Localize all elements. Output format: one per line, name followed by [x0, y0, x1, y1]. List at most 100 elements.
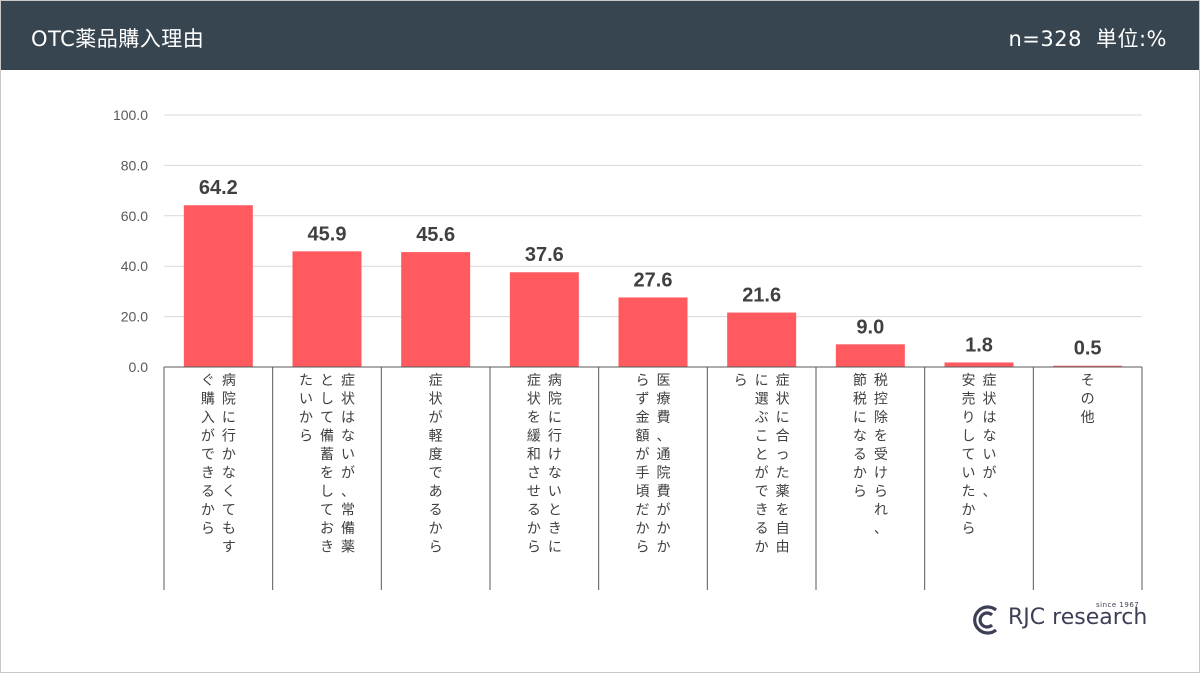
bar — [401, 252, 471, 367]
category-label-char: し — [320, 392, 334, 408]
category-label-char: な — [983, 429, 997, 445]
category-label-char: か — [853, 466, 867, 482]
category-label-char: き — [201, 466, 215, 482]
category-label-char: か — [657, 540, 671, 556]
category-label-char: っ — [776, 447, 790, 463]
category-label-char: を — [776, 503, 790, 519]
category-label-char: 院 — [657, 466, 671, 482]
category-label-char: を — [527, 410, 541, 426]
data-label: 27.6 — [634, 269, 673, 291]
category-label-char: り — [962, 410, 976, 426]
category-label-char: ら — [527, 540, 541, 556]
data-label: 45.9 — [308, 223, 347, 245]
category-label-char: が — [657, 503, 671, 519]
bar — [944, 362, 1014, 367]
category-label-char: 蓄 — [320, 447, 334, 463]
category-label-char: い — [962, 466, 976, 482]
data-label: 45.6 — [416, 224, 455, 246]
category-label-char: 薬 — [776, 484, 790, 500]
bar — [835, 344, 905, 367]
category-label-char: 症 — [341, 373, 355, 389]
category-label-char: 症 — [776, 373, 790, 389]
category-label-char: 費 — [657, 484, 671, 500]
category-label-char: に — [222, 410, 236, 426]
category-label-char: き — [320, 540, 334, 556]
category-label-char: る — [429, 503, 443, 519]
category-label-char: 合 — [776, 429, 790, 445]
category-label-char: で — [201, 447, 215, 463]
unit-label: 単位:% — [1095, 27, 1167, 51]
category-label-char: 常 — [341, 503, 355, 519]
category-label-char: 療 — [657, 391, 671, 408]
sample-size: n=328 — [1008, 27, 1082, 51]
category-label-char: ぐ — [201, 373, 215, 389]
category-label-char: な — [341, 429, 355, 445]
category-label-char: が — [429, 410, 443, 426]
data-label: 21.6 — [742, 285, 781, 307]
category-label-char: し — [320, 484, 334, 500]
header-bar: OTC薬品購入理由 n=328 単位:% — [1, 1, 1199, 70]
category-label-char: か — [755, 540, 769, 556]
category-label-char: な — [222, 466, 236, 482]
bar — [1053, 365, 1123, 367]
category-label-char: く — [222, 484, 236, 500]
category-label-char: の — [1081, 392, 1095, 408]
category-label-char: き — [755, 503, 769, 519]
data-label: 64.2 — [199, 177, 238, 199]
category-label-char: 病 — [222, 373, 236, 389]
category-label-char: 和 — [527, 447, 541, 463]
category-label-char: に — [548, 410, 562, 426]
y-tick-label: 0.0 — [129, 359, 149, 375]
category-label-char: な — [853, 429, 867, 445]
category-label-char: 他 — [1081, 410, 1095, 426]
category-label-char: ら — [299, 429, 313, 445]
category-label-char: た — [776, 466, 790, 482]
category-label-char: だ — [636, 503, 650, 519]
category-label-char: 通 — [657, 447, 671, 463]
category-label-char: 病 — [548, 373, 562, 389]
category-label-char: 医 — [657, 373, 671, 389]
category-label-char: 頃 — [636, 484, 650, 500]
category-label-char: 安 — [962, 373, 976, 389]
category-label-char: る — [201, 484, 215, 500]
data-label: 0.5 — [1074, 338, 1102, 360]
category-label-char: れ — [874, 503, 888, 519]
category-label-char: 行 — [548, 429, 562, 445]
logo-since: since 1967 — [1096, 601, 1140, 609]
logo-mark-icon — [973, 605, 998, 635]
category-label-char: て — [320, 410, 334, 426]
category-label-char: ら — [636, 540, 650, 556]
category-label-char: て — [222, 503, 236, 519]
category-label-char: 由 — [776, 540, 790, 556]
header-meta: n=328 単位:% — [1008, 23, 1167, 53]
y-tick-label: 40.0 — [121, 258, 148, 274]
category-label-char: い — [341, 447, 355, 463]
category-label-char: 行 — [222, 429, 236, 445]
category-label-char: と — [755, 447, 769, 463]
y-tick-label: 80.0 — [121, 157, 148, 173]
category-label-char: け — [874, 466, 888, 482]
category-label-char: 額 — [636, 429, 650, 445]
category-label-char: 症 — [983, 373, 997, 389]
category-label-char: い — [299, 392, 313, 408]
category-label-char: 金 — [636, 410, 650, 426]
category-label-char: き — [548, 521, 562, 537]
category-label-char: 軽 — [429, 429, 443, 445]
y-tick-label: 100.0 — [113, 107, 148, 123]
category-label-char: 、 — [874, 521, 888, 537]
category-label-char: 状 — [527, 392, 541, 408]
category-label-char: し — [962, 429, 976, 445]
y-tick-label: 20.0 — [121, 309, 148, 325]
category-label-char: 購 — [201, 392, 215, 408]
category-label-char: ら — [853, 484, 867, 500]
category-label-char: 症 — [429, 373, 443, 389]
category-label-char: 入 — [201, 410, 215, 426]
category-label-char: け — [548, 447, 562, 463]
category-label-char: ら — [636, 373, 650, 389]
category-label-char: に — [776, 410, 790, 426]
category-label-char: に — [755, 373, 769, 389]
bar — [618, 297, 688, 367]
bar — [509, 272, 579, 367]
category-label-char: が — [755, 466, 769, 482]
category-label-char: か — [299, 410, 313, 426]
